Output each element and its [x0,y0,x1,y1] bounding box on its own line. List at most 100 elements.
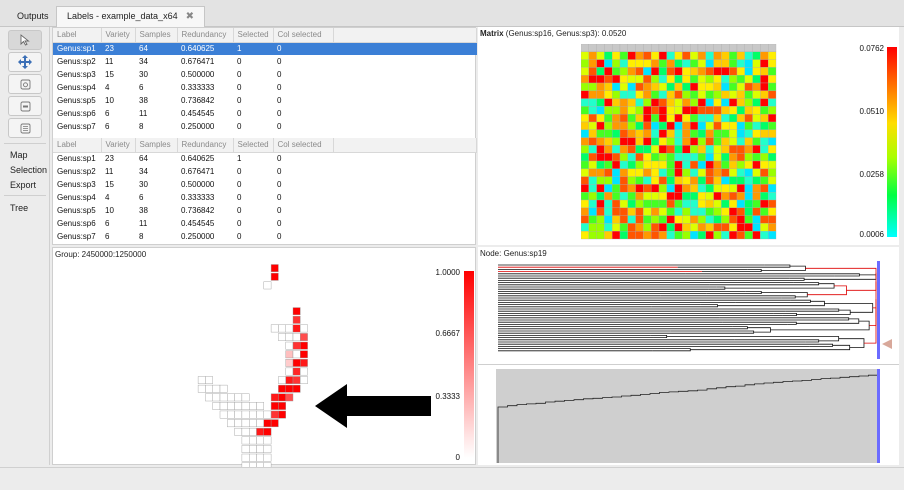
table-row[interactable]: Genus:sp2 11 34 0.676471 0 0 [53,55,477,68]
matrix-cell [690,153,699,162]
matrix-cell [729,160,738,169]
column-header[interactable]: Variety [101,138,136,153]
table-row[interactable]: Genus:sp6 6 11 0.454545 0 0 [53,217,477,230]
matrix-cell [674,90,683,99]
column-header[interactable]: Redundancy [177,28,234,43]
matrix-cell [690,168,699,177]
matrix-cell [619,137,628,146]
table-cell: Genus:sp7 [57,232,96,241]
dendrogram[interactable] [478,259,899,363]
table-row[interactable]: Genus:sp4 4 6 0.333333 0 0 [53,191,477,204]
matrix-cell [612,153,621,162]
close-icon[interactable]: ✖ [185,11,194,22]
matrix-cell [619,106,628,115]
grid-tool-button[interactable] [8,118,42,138]
matrix-cell [705,231,714,240]
camera-tool-button[interactable] [8,74,42,94]
matrix-cell [612,231,621,240]
column-header[interactable]: Label [53,28,102,43]
matrix-cell [690,98,699,107]
table-cell: 0 [277,83,282,92]
column-header[interactable]: Col selected [273,138,334,153]
tab-labels[interactable]: Labels - example_data_x64 ✖ [56,6,205,27]
matrix-cell [729,106,738,115]
column-header[interactable]: Redundancy [177,138,234,153]
column-header[interactable]: Selected [233,28,274,43]
matrix-cell [619,98,628,107]
menu-tree[interactable]: Tree [10,203,29,213]
matrix-cell [627,114,636,123]
matrix-cell [619,114,628,123]
comment-tool-button[interactable] [8,96,42,116]
group-cell [270,410,279,419]
group-cell [256,445,265,453]
table-cell: 6 [139,83,144,92]
tab-outputs[interactable]: Outputs [6,6,60,27]
matrix-cell [596,129,605,138]
node-handle-icon[interactable] [882,339,892,349]
matrix-cell [736,168,745,177]
matrix-cell [760,114,769,123]
matrix-cell [581,75,589,84]
matrix-cell [612,98,621,107]
matrix-cell [588,223,597,232]
matrix-cell [627,184,636,193]
matrix-cell [588,82,597,91]
menu-export[interactable]: Export [10,180,37,190]
matrix-cell [643,114,652,123]
matrix-cell [604,67,613,76]
column-header[interactable]: Selected [233,138,274,153]
matrix-cell [697,98,706,107]
column-header[interactable]: Samples [135,138,178,153]
matrix-cell [729,98,738,107]
matrix-cell [713,215,722,224]
matrix-cell [596,106,605,115]
group-grid-map[interactable] [183,264,343,469]
table-cell: 34 [139,167,148,176]
matrix-cell [666,184,675,193]
matrix-cell [729,44,738,52]
menu-selection[interactable]: Selection [10,165,48,175]
matrix-scale-max: 0.0762 [859,44,884,53]
matrix-cell [581,231,589,240]
matrix-heatmap[interactable] [581,44,781,240]
group-cell [263,462,272,469]
table-row[interactable]: Genus:sp3 15 30 0.500000 0 0 [53,68,477,81]
table-cell: 0 [277,180,282,189]
table-row[interactable]: Genus:sp6 6 11 0.454545 0 0 [53,107,477,120]
group-cell [263,453,272,462]
table-cell: 0 [237,232,242,241]
matrix-cell [619,153,628,162]
group-scale-max: 1.0000 [435,268,460,277]
matrix-cell [612,59,621,68]
tree-branch [804,274,877,280]
matrix-cell [713,184,722,193]
matrix-cell [596,75,605,84]
group-cell [300,376,308,384]
column-header[interactable]: Variety [101,28,136,43]
table-row[interactable]: Genus:sp5 10 38 0.736842 0 0 [53,204,477,217]
matrix-cell [690,114,699,123]
matrix-cell [627,121,636,130]
table-row[interactable]: Genus:sp2 11 34 0.676471 0 0 [53,165,477,178]
pointer-tool-button[interactable] [8,30,42,50]
table-row[interactable]: Genus:sp5 10 38 0.736842 0 0 [53,94,477,107]
menu-map[interactable]: Map [10,150,28,160]
matrix-cell [581,215,589,224]
table-row[interactable]: Genus:sp7 6 8 0.250000 0 0 [53,230,477,243]
group-cell [285,333,294,341]
table-row[interactable]: Genus:sp1 23 64 0.640625 1 0 [53,152,477,165]
table-row[interactable]: Genus:sp3 15 30 0.500000 0 0 [53,178,477,191]
table-row[interactable]: Genus:sp7 6 8 0.250000 0 0 [53,120,477,133]
step-chart[interactable] [478,367,899,465]
table-row[interactable]: Genus:sp1 23 64 0.640625 1 0 [53,42,477,55]
move-tool-button[interactable] [8,52,42,72]
column-header[interactable]: Col selected [273,28,334,43]
column-header[interactable]: Samples [135,28,178,43]
matrix-cell [619,199,628,208]
column-header[interactable]: Label [53,138,102,153]
group-cell [270,272,279,281]
matrix-cell [658,199,667,208]
table-row[interactable]: Genus:sp4 4 6 0.333333 0 0 [53,81,477,94]
matrix-cell [768,51,777,60]
